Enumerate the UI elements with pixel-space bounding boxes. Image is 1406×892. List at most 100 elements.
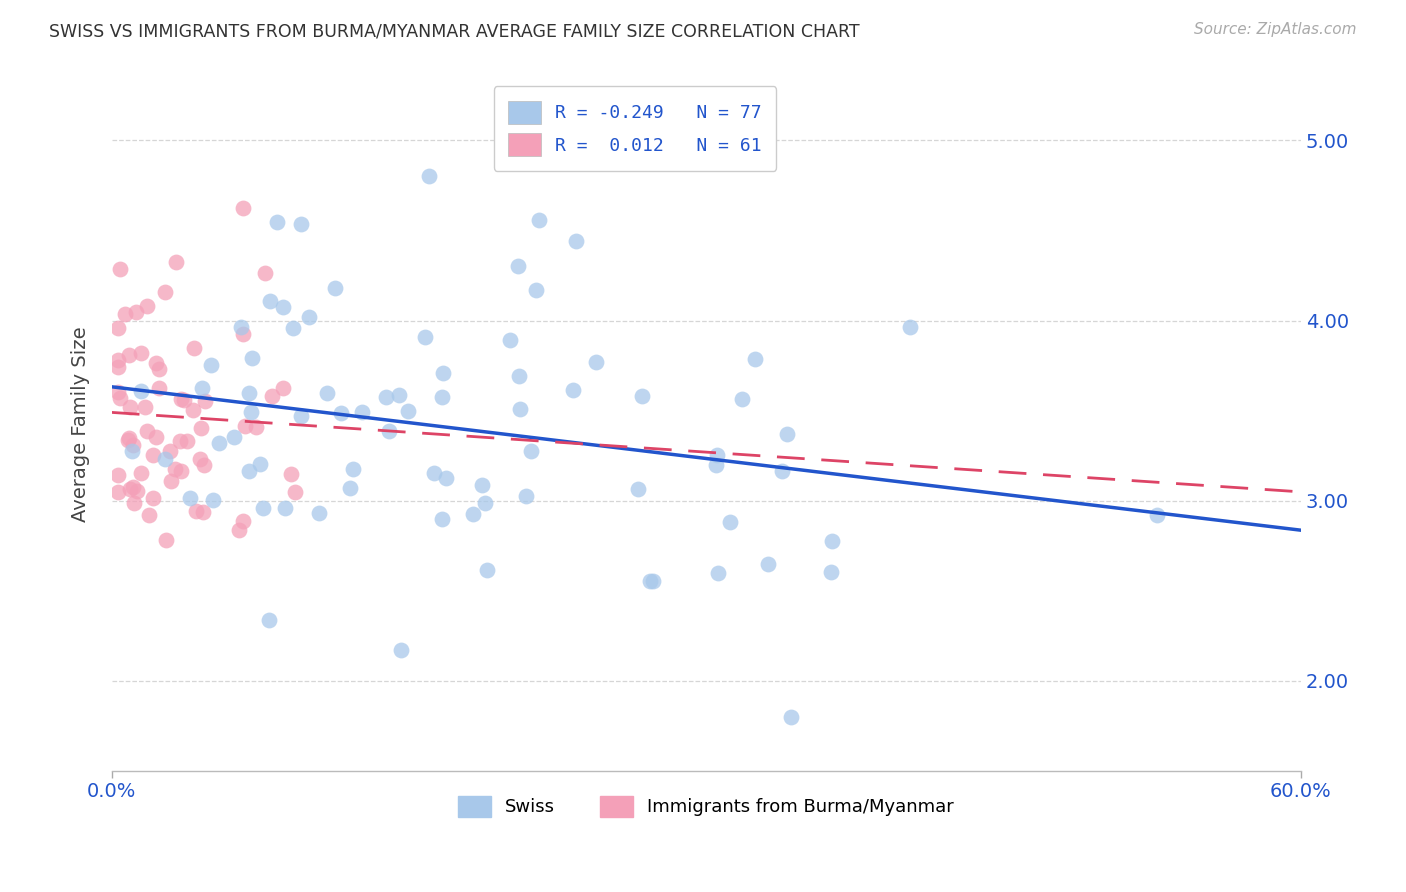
Point [245, 419, 267, 434]
Point [290, 409, 312, 423]
Point [125, 305, 148, 319]
Point [148, 361, 170, 376]
Point [704, 458, 727, 472]
Point [107, 353, 129, 368]
Point [160, 474, 183, 488]
Point [142, 491, 165, 506]
Point [1146, 508, 1168, 523]
Point [565, 234, 588, 248]
Point [181, 403, 204, 417]
Legend: Swiss, Immigrants from Burma/Myanmar: Swiss, Immigrants from Burma/Myanmar [451, 789, 962, 824]
Point [273, 500, 295, 515]
Point [107, 468, 129, 483]
Point [127, 483, 149, 498]
Point [423, 466, 446, 480]
Point [430, 511, 453, 525]
Point [780, 709, 803, 723]
Point [122, 438, 145, 452]
Point [509, 401, 531, 416]
Point [585, 354, 607, 368]
Point [142, 448, 165, 462]
Point [415, 330, 437, 344]
Point [232, 514, 254, 528]
Point [315, 386, 337, 401]
Point [432, 366, 454, 380]
Point [159, 444, 181, 458]
Point [145, 430, 167, 444]
Point [232, 327, 254, 342]
Point [155, 533, 177, 547]
Point [110, 392, 132, 406]
Point [418, 169, 440, 183]
Point [107, 321, 129, 335]
Point [129, 346, 152, 360]
Point [229, 319, 252, 334]
Point [821, 533, 844, 548]
Text: Source: ZipAtlas.com: Source: ZipAtlas.com [1194, 22, 1357, 37]
Point [208, 436, 231, 450]
Point [254, 266, 277, 280]
Point [135, 424, 157, 438]
Point [165, 255, 187, 269]
Point [183, 342, 205, 356]
Point [430, 390, 453, 404]
Point [134, 400, 156, 414]
Point [238, 465, 260, 479]
Point [117, 433, 139, 447]
Point [114, 307, 136, 321]
Point [474, 496, 496, 510]
Point [271, 300, 294, 314]
Point [155, 452, 177, 467]
Point [257, 613, 280, 627]
Point [266, 214, 288, 228]
Text: SWISS VS IMMIGRANTS FROM BURMA/MYANMAR AVERAGE FAMILY SIZE CORRELATION CHART: SWISS VS IMMIGRANTS FROM BURMA/MYANMAR A… [49, 22, 860, 40]
Point [118, 482, 141, 496]
Point [627, 482, 650, 496]
Point [284, 485, 307, 500]
Point [396, 404, 419, 418]
Point [271, 381, 294, 395]
Point [107, 359, 129, 374]
Point [352, 405, 374, 419]
Point [776, 426, 799, 441]
Point [238, 385, 260, 400]
Point [339, 482, 361, 496]
Point [107, 385, 129, 400]
Point [280, 467, 302, 482]
Point [259, 293, 281, 308]
Point [519, 444, 541, 458]
Point [631, 389, 654, 403]
Point [756, 557, 779, 571]
Point [499, 333, 522, 347]
Point [118, 400, 141, 414]
Point [153, 285, 176, 299]
Point [249, 457, 271, 471]
Point [194, 393, 217, 408]
Point [731, 392, 754, 406]
Point [240, 404, 263, 418]
Point [188, 452, 211, 467]
Point [122, 495, 145, 509]
Point [179, 491, 201, 505]
Point [145, 356, 167, 370]
Point [260, 389, 283, 403]
Point [240, 351, 263, 365]
Point [378, 425, 401, 439]
Point [529, 212, 551, 227]
Point [506, 259, 529, 273]
Point [108, 261, 131, 276]
Point [118, 348, 141, 362]
Point [298, 310, 321, 325]
Point [121, 443, 143, 458]
Point [706, 566, 728, 580]
Point [169, 392, 191, 406]
Point [342, 462, 364, 476]
Point [222, 429, 245, 443]
Point [524, 283, 547, 297]
Point [131, 384, 153, 398]
Point [129, 467, 152, 481]
Point [232, 201, 254, 215]
Point [463, 507, 485, 521]
Point [148, 381, 170, 395]
Point [718, 515, 741, 529]
